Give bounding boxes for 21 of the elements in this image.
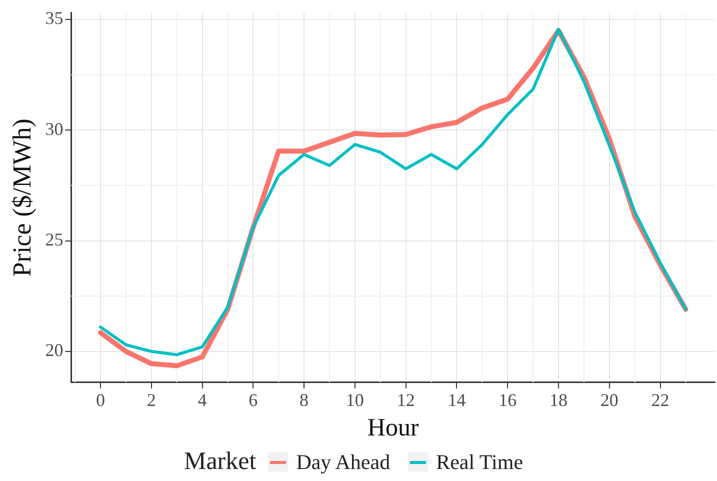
legend-title: Market [184,448,256,476]
x-tick-label: 2 [146,390,156,410]
y-tick-label: 25 [45,229,64,250]
x-tick-label: 6 [248,390,258,410]
x-tick-label: 10 [346,390,364,410]
x-tick-label: 16 [498,390,517,410]
y-tick-label: 35 [45,8,64,28]
x-tick-label: 18 [550,390,568,410]
legend-label: Day Ahead [296,450,390,474]
legend-label: Real Time [436,450,524,474]
x-tick-label: 8 [300,390,309,410]
x-tick-label: 20 [600,390,618,410]
x-tick-label: 14 [448,390,466,410]
y-tick-label: 20 [45,340,64,360]
x-tick-label: 22 [651,390,670,410]
x-axis-title: Hour [367,414,420,442]
y-axis-title: Price ($/MWh) [7,118,36,277]
x-tick-label: 4 [198,390,207,410]
x-tick-label: 12 [396,390,415,410]
x-tick-label: 0 [96,390,105,410]
y-tick-label: 30 [45,118,64,139]
